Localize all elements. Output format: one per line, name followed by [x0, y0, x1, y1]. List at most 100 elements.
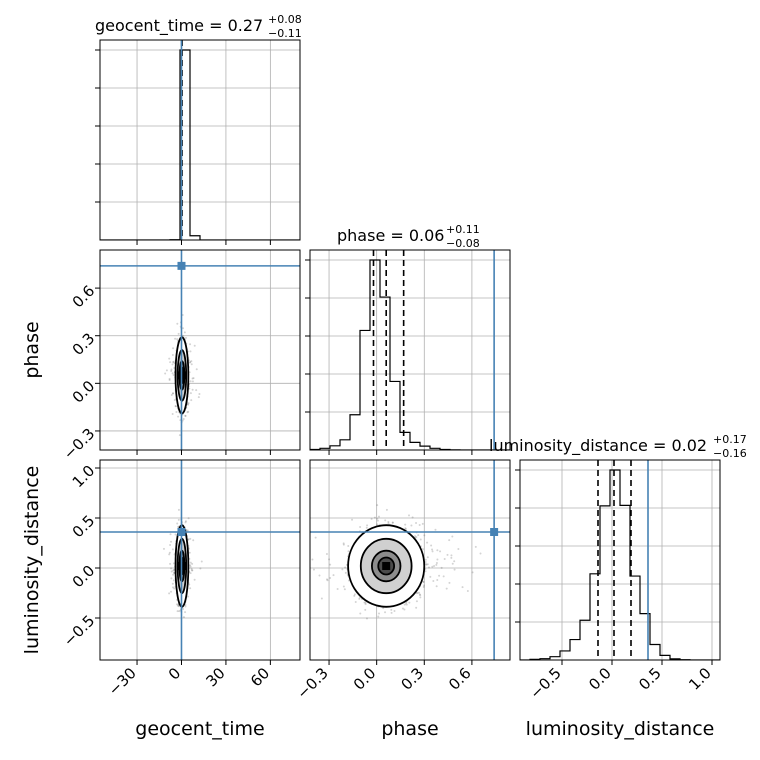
scatter-point: [190, 360, 193, 363]
scatter-point: [326, 578, 329, 581]
scatter-point: [325, 552, 328, 555]
scatter-point: [403, 608, 406, 611]
scatter-point: [174, 405, 177, 408]
svg-text:−0.11: −0.11: [268, 27, 302, 40]
scatter-point: [178, 610, 181, 613]
scatter-point: [176, 522, 179, 525]
scatter-point: [183, 331, 186, 334]
x-tick-label: 30: [203, 664, 229, 690]
scatter-point: [320, 597, 323, 600]
scatter-point: [431, 548, 434, 551]
panel-1-0: [99, 249, 301, 451]
scatter-point: [448, 581, 451, 584]
x-axis-label-geocent-time: geocent_time: [135, 718, 264, 740]
scatter-point: [176, 610, 179, 613]
svg-text:+0.11: +0.11: [446, 223, 480, 236]
scatter-point: [414, 535, 417, 538]
panel-0-0: [95, 39, 301, 241]
panel-frame: [99, 39, 301, 241]
scatter-point: [342, 543, 345, 546]
scatter-point: [318, 574, 321, 577]
scatter-point: [432, 580, 435, 583]
scatter-point: [423, 584, 426, 587]
scatter-point: [424, 561, 427, 564]
x-axis-label-phase: phase: [381, 718, 438, 740]
scatter-point: [416, 592, 419, 595]
scatter-point: [422, 585, 425, 588]
scatter-point: [405, 602, 408, 605]
scatter-point: [401, 607, 404, 610]
scatter-point: [342, 542, 345, 545]
scatter-point: [385, 508, 388, 511]
scatter-point: [479, 552, 482, 555]
scatter-point: [187, 403, 190, 406]
scatter-point: [363, 601, 366, 604]
scatter-point: [453, 560, 456, 563]
scatter-point: [189, 561, 192, 564]
scatter-point: [165, 369, 168, 372]
scatter-point: [177, 508, 180, 511]
scatter-point: [341, 568, 344, 571]
scatter-point: [344, 571, 347, 574]
scatter-point: [184, 611, 187, 614]
scatter-point: [191, 562, 194, 565]
scatter-point: [415, 521, 418, 524]
scatter-point: [404, 527, 407, 530]
scatter-point: [188, 551, 191, 554]
scatter-point: [170, 394, 173, 397]
scatter-point: [390, 608, 393, 611]
scatter-point: [168, 378, 171, 381]
scatter-point: [426, 563, 429, 566]
scatter-point: [307, 576, 309, 578]
scatter-point: [195, 389, 198, 392]
scatter-point: [411, 516, 414, 519]
scatter-point: [170, 577, 173, 580]
scatter-point: [418, 593, 421, 596]
scatter-point: [426, 541, 429, 544]
svg-text:luminosity_distance = 0.02: luminosity_distance = 0.02: [489, 436, 707, 456]
panel-frame: [99, 249, 301, 451]
scatter-point: [171, 548, 174, 551]
scatter-point: [364, 601, 367, 604]
scatter-point: [419, 596, 422, 599]
scatter-point: [187, 517, 190, 520]
scatter-point: [168, 377, 171, 380]
scatter-point: [189, 565, 192, 568]
scatter-point: [172, 573, 175, 576]
scatter-point: [425, 563, 428, 566]
scatter-point: [421, 548, 424, 551]
scatter-point: [190, 569, 193, 572]
scatter-point: [172, 347, 175, 350]
scatter-point: [178, 434, 181, 437]
scatter-point: [312, 568, 315, 571]
title-geocent-time: geocent_time = 0.27 +0.08 −0.11: [95, 13, 302, 40]
x-tick-label: −30: [105, 664, 140, 699]
scatter-point: [364, 608, 367, 611]
scatter-point: [442, 575, 445, 578]
panel-frame: [309, 249, 511, 451]
scatter-point: [171, 354, 174, 357]
scatter-point: [162, 547, 165, 550]
x-tick-label: 0.0: [350, 664, 380, 694]
title-luminosity-distance: luminosity_distance = 0.02 +0.17 −0.16: [489, 433, 747, 460]
scatter-point: [405, 603, 408, 606]
scatter-point: [415, 600, 418, 603]
scatter-point: [164, 372, 167, 375]
scatter-area: [100, 460, 300, 660]
scatter-point: [347, 550, 350, 553]
scatter-point: [314, 536, 317, 539]
x-tick-label: 0: [165, 664, 184, 683]
scatter-point: [435, 561, 438, 564]
scatter-point: [172, 586, 175, 589]
scatter-point: [190, 363, 193, 366]
scatter-point: [189, 392, 192, 395]
scatter-point: [177, 604, 180, 607]
svg-text:phase = 0.06: phase = 0.06: [337, 226, 444, 245]
panel-frame: [99, 459, 301, 661]
scatter-point: [448, 539, 451, 542]
y-tick-label: 0.6: [69, 282, 99, 312]
scatter-point: [184, 605, 187, 608]
scatter-point: [189, 572, 192, 575]
scatter-point: [430, 544, 433, 547]
title-phase: phase = 0.06 +0.11 −0.08: [337, 223, 480, 250]
